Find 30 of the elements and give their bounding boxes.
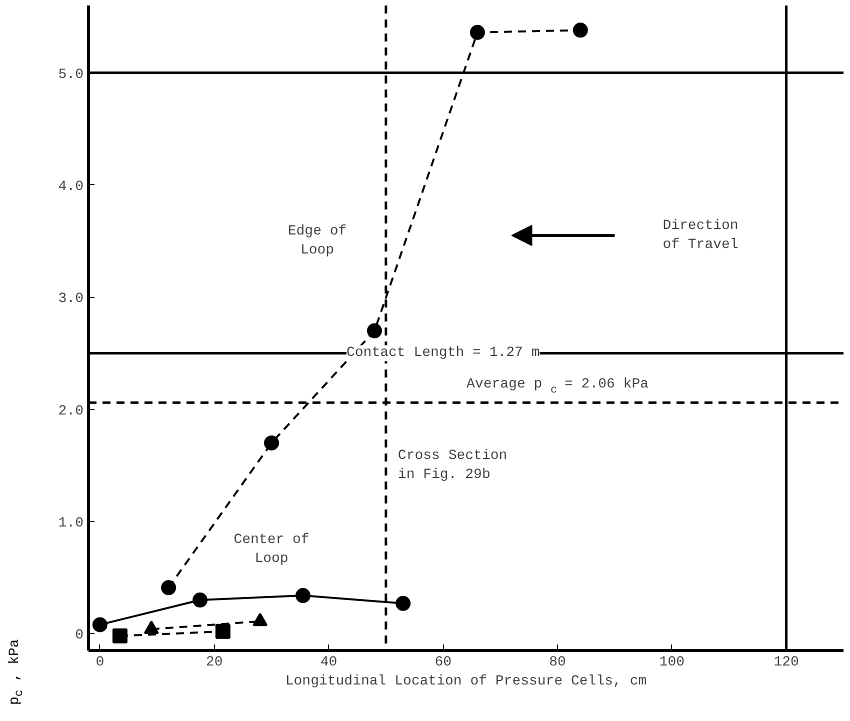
- x-tick-label: 100: [659, 654, 685, 670]
- point: [112, 628, 128, 644]
- y-tick-label: 4.0: [58, 178, 84, 195]
- x-tick-label: 0: [96, 654, 104, 670]
- point: [572, 22, 588, 38]
- point: [295, 588, 310, 604]
- point: [366, 323, 382, 338]
- x-axis-title: Longitudinal Location of Pressure Cells, cm: [285, 674, 647, 690]
- annotation: Center of Loop: [234, 532, 310, 568]
- y-tick-label: 3.0: [58, 291, 84, 308]
- x-tick-label: 80: [549, 654, 566, 670]
- point: [92, 617, 108, 632]
- point: [215, 624, 230, 639]
- point: [396, 596, 411, 611]
- annotation: Contact Length = 1.27 m: [346, 345, 540, 362]
- point: [470, 24, 485, 40]
- ref-line-label: Cross Section in Fig. 29b: [398, 448, 508, 484]
- y-tick-label: 5.0: [58, 66, 84, 83]
- x-tick-label: 40: [320, 654, 338, 670]
- point: [161, 580, 176, 596]
- annotation: Edge of Loop: [288, 223, 347, 259]
- x-tick-label: 20: [206, 654, 223, 670]
- x-tick-label: 120: [774, 654, 799, 670]
- point: [264, 435, 280, 450]
- y-tick-label: 0: [75, 628, 84, 644]
- y-tick-label: 1.0: [58, 516, 84, 532]
- y-tick-label: 2.0: [58, 403, 84, 420]
- x-tick-label: 60: [434, 654, 452, 670]
- annotation: Direction of Travel: [662, 218, 738, 254]
- point: [192, 592, 208, 608]
